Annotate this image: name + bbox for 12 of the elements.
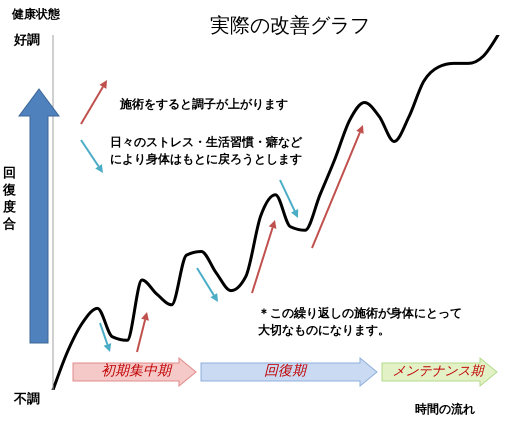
text: 好調 bbox=[14, 32, 40, 49]
y-axis-title: 健康状態 bbox=[12, 6, 60, 23]
annotation: ＊この繰り返しの施術が身体にとって大切なものになります。 bbox=[258, 305, 463, 339]
annotation: 施術をすると調子が上がります bbox=[120, 96, 288, 113]
chart-title: 実際の改善グラフ bbox=[209, 12, 371, 39]
annotation: メンテナンス期 bbox=[392, 363, 486, 380]
annotation: 初期集中期 bbox=[100, 362, 174, 380]
annotation: 日々のストレス・生活習慣・癖などにより身体はもとに戻ろうとします bbox=[110, 134, 304, 168]
annotation: 回復期 bbox=[263, 362, 308, 380]
text: 不調 bbox=[14, 390, 40, 408]
text: 回復度合 bbox=[3, 165, 17, 233]
x-axis-title: 時間の流れ bbox=[415, 401, 475, 418]
